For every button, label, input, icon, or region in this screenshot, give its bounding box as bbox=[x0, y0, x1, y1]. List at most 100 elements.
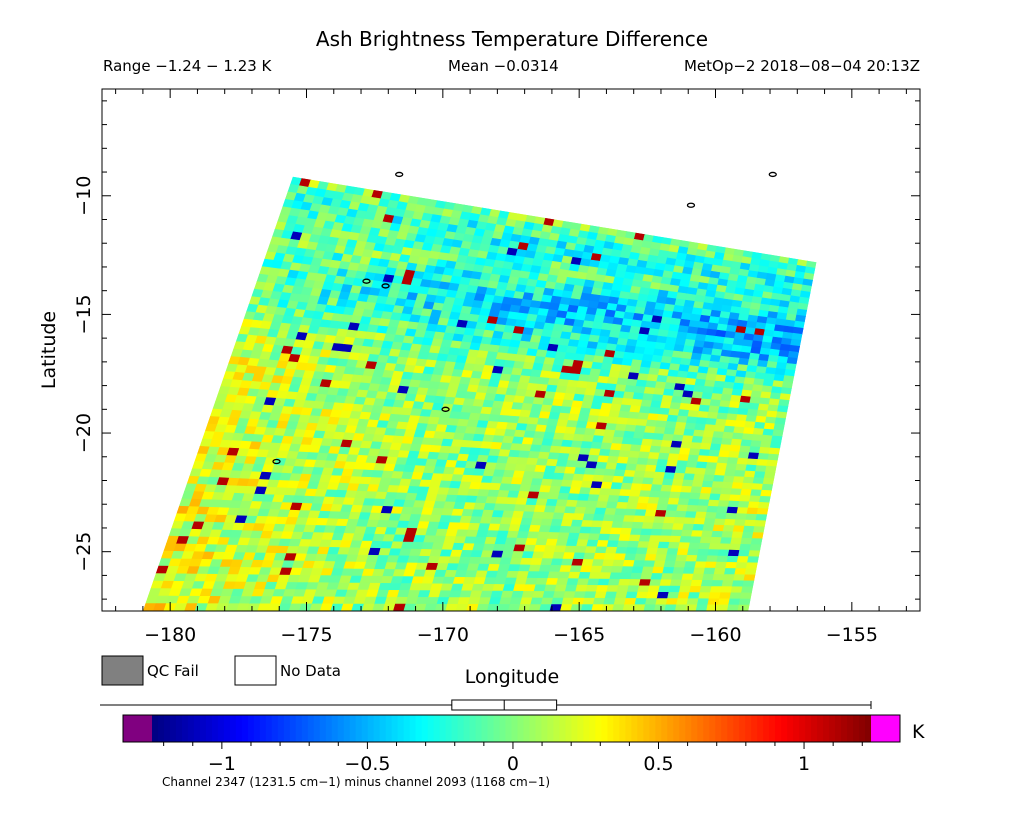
swath-cell bbox=[618, 450, 631, 458]
swath-cell bbox=[560, 519, 574, 527]
swath-cell bbox=[612, 559, 625, 567]
colorbar-segment bbox=[487, 715, 495, 742]
swath-cell bbox=[731, 482, 744, 490]
swath-cell bbox=[575, 460, 588, 469]
swath-cell bbox=[715, 418, 727, 427]
colorbar-segment bbox=[535, 715, 543, 742]
swath-cell bbox=[644, 554, 657, 562]
swath-cell bbox=[654, 465, 667, 473]
swath-cell bbox=[682, 567, 696, 575]
swath-cell bbox=[673, 472, 686, 481]
swath-cell bbox=[694, 467, 707, 476]
swath-cell bbox=[661, 478, 674, 486]
swath-cell bbox=[713, 424, 726, 433]
swath-cell bbox=[142, 603, 157, 611]
swath-cell bbox=[288, 603, 303, 611]
swath-cell bbox=[542, 512, 555, 520]
swath-cell bbox=[518, 564, 531, 572]
swath-cell bbox=[745, 414, 758, 423]
swath-cell bbox=[236, 603, 251, 611]
swath-cell bbox=[574, 545, 588, 554]
swath-cell bbox=[694, 561, 707, 569]
swath-cell bbox=[651, 522, 665, 530]
swath-cell bbox=[660, 484, 673, 493]
swath-cell bbox=[530, 597, 544, 605]
swath-cell bbox=[690, 486, 703, 494]
swath-cell bbox=[603, 349, 616, 359]
swath-cell bbox=[548, 525, 562, 534]
colorbar-segment bbox=[271, 715, 279, 742]
swath-cell bbox=[736, 457, 749, 466]
swath-cell bbox=[741, 389, 753, 398]
swath-cell bbox=[610, 482, 623, 490]
swath-cell bbox=[709, 443, 722, 452]
swath-cell bbox=[619, 527, 633, 536]
swath-cell bbox=[754, 520, 767, 528]
swath-cell bbox=[672, 434, 684, 443]
swath-cell bbox=[761, 385, 773, 394]
colorbar-segment bbox=[475, 715, 483, 742]
swath-cell bbox=[613, 597, 627, 606]
swath-cell bbox=[686, 460, 698, 469]
swath-cell bbox=[698, 404, 711, 413]
swath-cell bbox=[729, 592, 742, 600]
swath-cell bbox=[584, 546, 598, 554]
swath-cell bbox=[523, 504, 537, 513]
swath-cell bbox=[621, 566, 634, 574]
swath-cell bbox=[535, 498, 549, 507]
swath-cell bbox=[731, 580, 745, 588]
swath-cell bbox=[722, 431, 734, 440]
swath-cell bbox=[612, 604, 625, 611]
swath-cell bbox=[535, 538, 548, 546]
swath-cell bbox=[685, 377, 697, 386]
colorbar-segment bbox=[415, 715, 423, 742]
swath-cell bbox=[759, 495, 771, 504]
swath-cell bbox=[704, 379, 716, 388]
colorbar-segment bbox=[751, 715, 758, 742]
swath-cell bbox=[664, 604, 677, 611]
swath-cell bbox=[735, 513, 748, 521]
swath-cell bbox=[585, 584, 599, 593]
swath-cell bbox=[653, 604, 667, 611]
swath-cell bbox=[729, 444, 742, 453]
swath-cell bbox=[624, 385, 637, 394]
swath-cell bbox=[584, 591, 597, 599]
swath-cell bbox=[746, 507, 759, 515]
swath-cell bbox=[587, 578, 600, 586]
swath-cell bbox=[616, 540, 630, 548]
colorbar-segment bbox=[361, 715, 369, 742]
swath-cell bbox=[526, 571, 540, 579]
swath-cell bbox=[569, 446, 582, 455]
colorbar-segment bbox=[367, 715, 375, 742]
swath-cell bbox=[678, 585, 692, 593]
colorbar-segment bbox=[595, 715, 602, 742]
swath-cell bbox=[738, 598, 751, 606]
swath-cell bbox=[643, 471, 656, 479]
swath-cell bbox=[571, 558, 584, 567]
swath-cell bbox=[751, 434, 764, 442]
swath-cell bbox=[583, 552, 596, 560]
swath-cell bbox=[699, 398, 712, 407]
swath-cell bbox=[669, 579, 683, 587]
colorbar-segment bbox=[337, 715, 345, 742]
swath-cell bbox=[585, 500, 599, 509]
swath-cell bbox=[503, 544, 516, 552]
swath-cell bbox=[494, 577, 507, 585]
colorbar-segment bbox=[817, 715, 824, 742]
swath-cell bbox=[692, 429, 705, 438]
swath-cell bbox=[582, 434, 595, 443]
swath-cell bbox=[573, 591, 587, 599]
swath-cell bbox=[633, 470, 646, 479]
swath-cell bbox=[742, 525, 755, 533]
colorbar-segment bbox=[175, 715, 183, 742]
swath-cell bbox=[594, 546, 608, 554]
swath-cell bbox=[730, 394, 742, 403]
swath-cell bbox=[506, 570, 519, 579]
swath-cell bbox=[668, 408, 680, 417]
swath-cell bbox=[707, 549, 720, 557]
swath-cell bbox=[519, 557, 533, 566]
swath-cell bbox=[698, 542, 711, 550]
swath-cell bbox=[507, 564, 521, 572]
swath-cell bbox=[722, 475, 735, 483]
swath-cell bbox=[659, 579, 672, 587]
